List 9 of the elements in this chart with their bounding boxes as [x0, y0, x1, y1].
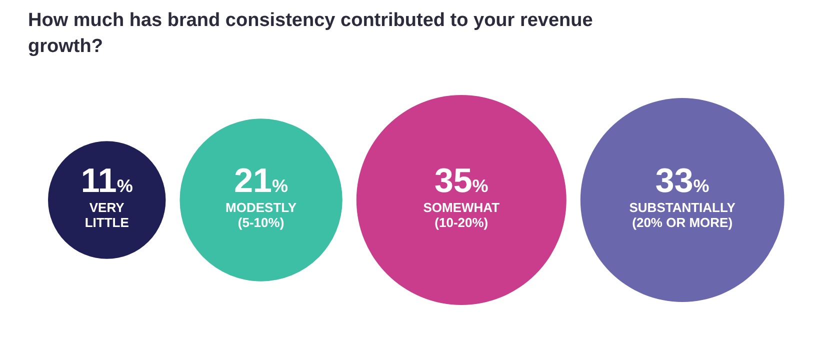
data-label: 11% — [80, 162, 133, 200]
category-label: VERY LITTLE — [84, 200, 130, 230]
data-label: 35% — [434, 162, 488, 200]
data-label: 33% — [655, 162, 710, 200]
category-label: SUBSTANTIALLY (20% OR MORE) — [629, 200, 736, 230]
category-label: MODESTLY (5-10%) — [226, 200, 297, 230]
data-label: 21% — [234, 162, 288, 200]
category-label: SOMEWHAT (10-20%) — [423, 200, 500, 230]
text: How much has brand consistency contributed to your revenue growth? — [28, 9, 594, 59]
